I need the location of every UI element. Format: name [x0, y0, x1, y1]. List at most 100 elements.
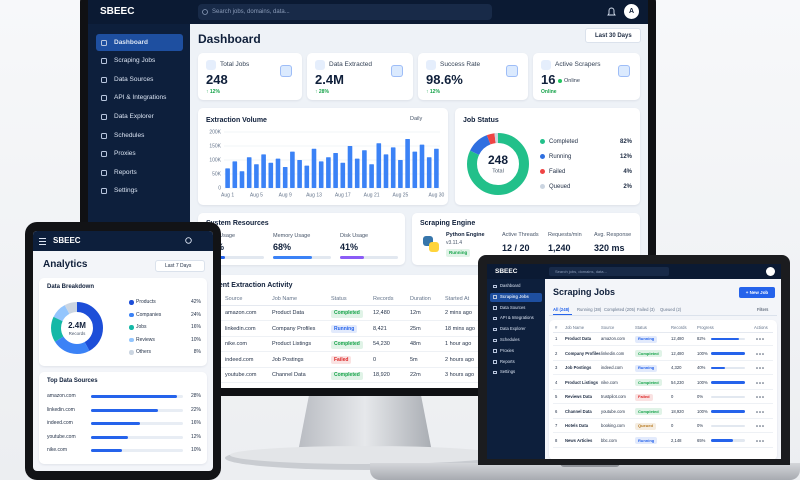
- laptop-notch: [560, 463, 620, 467]
- column-header: Job Name: [272, 296, 298, 302]
- legend-value: 24%: [190, 311, 201, 318]
- nav-item: Data Sources: [114, 75, 154, 83]
- resource-label: Memory Usage: [273, 233, 311, 239]
- card-title: Top Data Sources: [47, 378, 98, 384]
- bar-track: [91, 435, 183, 439]
- nav-item: Schedules: [114, 131, 145, 139]
- row-actions: [756, 352, 764, 355]
- page-title: Dashboard: [198, 32, 261, 46]
- y-tick-label: 150K: [209, 143, 221, 149]
- table-cell: booking.com: [601, 423, 625, 428]
- status-badge: Completed: [635, 408, 662, 415]
- nav-icon: [493, 360, 497, 364]
- stat-icon: [541, 60, 551, 70]
- nav-icon: [493, 338, 497, 342]
- column-header: Progress: [697, 325, 714, 330]
- source-value: 10%: [190, 447, 201, 453]
- x-tick-label: Aug 1: [221, 192, 234, 198]
- table-cell: 48m: [410, 341, 421, 347]
- table-cell: nike.com: [601, 379, 618, 385]
- table-cell: 22m: [410, 372, 421, 378]
- menu-icon: [39, 238, 46, 245]
- legend-name: Products: [136, 299, 156, 305]
- status-badge: Running: [331, 325, 358, 333]
- row-actions: [756, 381, 764, 384]
- legend-dot: [540, 154, 545, 159]
- card-title: Data Breakdown: [47, 284, 95, 290]
- column-header: Source: [225, 296, 243, 302]
- table-cell: amazon.com: [601, 336, 625, 341]
- engine-status: Running: [446, 249, 471, 257]
- progress-fill: [711, 337, 739, 341]
- legend-dot: [540, 139, 545, 144]
- legend-dot: [540, 184, 545, 189]
- row-actions: [756, 338, 764, 340]
- bar: [246, 157, 252, 188]
- action-dot: [762, 367, 764, 369]
- table-cell: 18,920: [373, 372, 390, 378]
- nav-icon: [101, 151, 107, 158]
- progress-fill: [711, 410, 745, 413]
- status-badge: Running: [635, 437, 658, 444]
- table-cell: Hotels Data: [565, 423, 589, 428]
- stat-icon: [315, 60, 325, 70]
- table-cell: 18,920: [671, 408, 684, 414]
- table-cell: Channel Data: [272, 372, 306, 378]
- legend-value: 12%: [619, 154, 632, 160]
- y-tick-label: 100K: [209, 157, 221, 163]
- nav-item: Dashboard: [114, 38, 148, 46]
- date-range-button: [155, 260, 205, 272]
- source-name: youtube.com: [47, 433, 76, 440]
- status-badge: Failed: [331, 356, 352, 364]
- stat-card: Data Extracted 2.4M ↑ 28%: [307, 53, 413, 100]
- x-tick-label: Aug 25: [392, 192, 408, 198]
- nav-icon: [101, 113, 107, 120]
- table-cell: Job Postings: [565, 365, 592, 370]
- progress-label: 100%: [697, 379, 708, 385]
- nav-icon: [493, 327, 497, 332]
- bar: [426, 157, 432, 188]
- donut-segment: [467, 133, 529, 195]
- tablet-screen: SBEEC Analytics Last 7 Days Data Breakdown 2…: [33, 231, 213, 471]
- table-cell: 1: [555, 336, 558, 341]
- legend-value: 2%: [623, 184, 632, 190]
- legend-value: 82%: [619, 139, 632, 145]
- bar: [318, 161, 324, 188]
- stat-label: Total Jobs: [220, 61, 250, 68]
- bar: [326, 157, 331, 188]
- column-header: Job Name: [565, 325, 585, 330]
- legend-dot: [129, 300, 134, 305]
- stand-base-top: [230, 446, 500, 464]
- bar: [239, 171, 245, 188]
- table-cell: Channel Data: [565, 408, 592, 414]
- date-range: Last 7 Days: [165, 262, 192, 269]
- stat-card: Total Jobs 248 ↑ 12%: [198, 53, 302, 100]
- stat-value: 98.6%: [426, 72, 463, 87]
- menu-line: [39, 238, 46, 239]
- progress-fill: [273, 256, 313, 259]
- action-dot: [759, 439, 761, 442]
- x-tick-label: Aug 17: [335, 192, 351, 198]
- status-dot: [558, 79, 562, 83]
- breakdown-card: Data Breakdown 2.4M Records Products 42% Comp…: [39, 278, 207, 366]
- nav-item: Schedules: [500, 337, 520, 342]
- nav-active: [96, 34, 183, 51]
- legend-value: 10%: [190, 336, 201, 343]
- action-dot: [762, 425, 764, 427]
- table-cell: Product Data: [272, 310, 305, 316]
- legend-name: Queued: [549, 184, 571, 190]
- action-dot: [759, 338, 761, 340]
- action-dot: [762, 381, 764, 384]
- card-title: Scraping Engine: [420, 220, 476, 227]
- logo-yellow: [429, 242, 439, 252]
- stat-value: 248: [206, 72, 228, 87]
- card-title: System Resources: [206, 220, 269, 227]
- nav-item: Scraping Jobs: [500, 293, 529, 299]
- source-name: nike.com: [47, 447, 68, 453]
- search-icon: [185, 237, 192, 244]
- legend-dot: [129, 337, 134, 342]
- action-dot: [759, 425, 761, 427]
- action-dot: [759, 352, 761, 355]
- nav-item: Settings: [114, 187, 138, 195]
- action-dot: [756, 338, 758, 340]
